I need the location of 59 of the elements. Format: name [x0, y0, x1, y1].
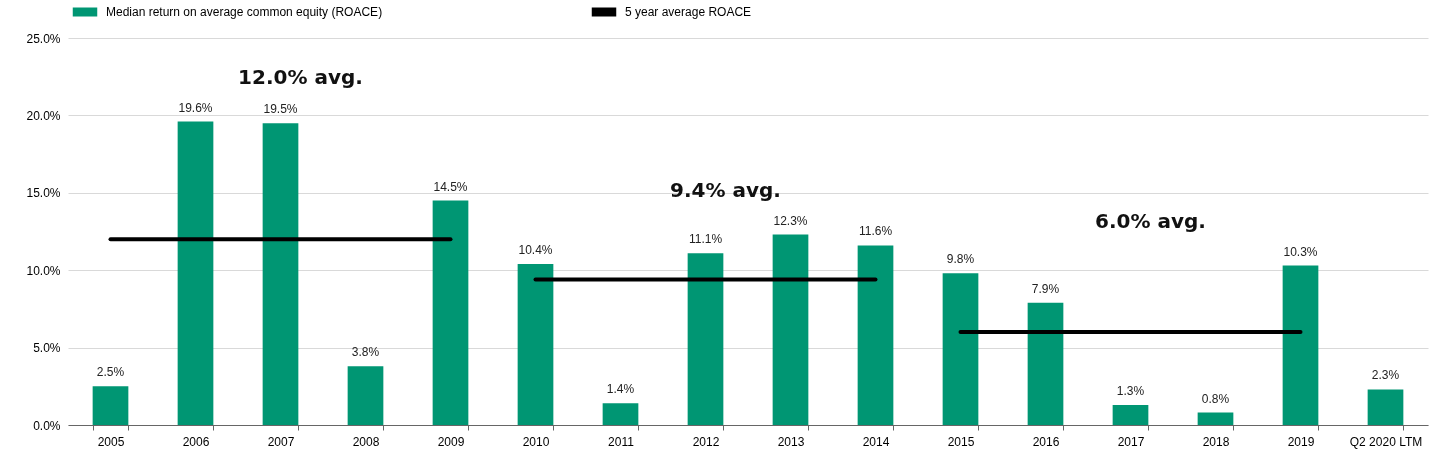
y-tick-label: 25.0% — [26, 31, 61, 46]
bar — [687, 253, 724, 425]
bar — [432, 200, 469, 425]
x-tick-label: 2010 — [522, 434, 550, 449]
bar — [177, 121, 214, 425]
y-tick-label: 20.0% — [26, 108, 61, 123]
data-label: 11.6% — [858, 224, 893, 239]
data-label: 11.1% — [688, 232, 723, 247]
annotation: 6.0% avg. — [1095, 208, 1206, 233]
bar — [1112, 404, 1149, 425]
x-tick-label: 2006 — [182, 434, 210, 449]
x-tick-label: 2018 — [1202, 434, 1230, 449]
bar — [92, 386, 129, 425]
bar — [772, 234, 809, 425]
x-tick-label: 2012 — [692, 434, 720, 449]
y-tick-label: 10.0% — [26, 263, 61, 278]
x-tick-label: 2017 — [1117, 434, 1145, 449]
data-label: 1.3% — [1116, 383, 1145, 398]
x-tick-label: 2008 — [352, 434, 380, 449]
bar — [1367, 389, 1404, 425]
data-label: 9.8% — [946, 252, 975, 267]
bar — [517, 264, 554, 425]
bar — [857, 245, 894, 425]
data-label: 3.8% — [351, 345, 380, 360]
legend-label: 5 year average ROACE — [625, 5, 752, 19]
bar — [347, 366, 384, 425]
x-tick-label: 2019 — [1287, 434, 1315, 449]
y-tick-label: 0.0% — [33, 418, 61, 433]
bar — [262, 123, 299, 425]
data-label: 10.4% — [518, 243, 553, 258]
x-tick-label: 2015 — [947, 434, 975, 449]
x-tick-label: Q2 2020 LTM — [1349, 434, 1423, 449]
x-tick-label: 2014 — [862, 434, 890, 449]
x-tick-label: 2013 — [777, 434, 805, 449]
data-label: 10.3% — [1283, 244, 1318, 259]
data-label: 0.8% — [1201, 391, 1230, 406]
data-label: 2.3% — [1371, 368, 1400, 383]
data-label: 14.5% — [433, 179, 468, 194]
legend-label: Median return on average common equity (ROACE) — [106, 5, 383, 19]
annotation: 9.4% avg. — [670, 177, 781, 202]
annotation: 12.0% avg. — [238, 64, 363, 89]
data-label: 12.3% — [773, 213, 808, 228]
x-tick-label: 2005 — [97, 434, 125, 449]
x-tick-label: 2011 — [608, 434, 635, 449]
y-tick-label: 5.0% — [33, 341, 61, 356]
bar — [942, 273, 979, 425]
data-label: 7.9% — [1031, 281, 1060, 296]
bar — [1027, 302, 1064, 425]
data-label: 1.4% — [606, 382, 635, 397]
y-tick-label: 15.0% — [26, 186, 61, 201]
bar — [602, 403, 639, 425]
bar — [1282, 265, 1319, 425]
x-tick-label: 2016 — [1032, 434, 1060, 449]
data-label: 2.5% — [96, 365, 125, 380]
data-label: 19.5% — [263, 102, 298, 117]
bar — [1197, 412, 1234, 425]
x-tick-label: 2007 — [267, 434, 295, 449]
data-label: 19.6% — [178, 100, 213, 115]
x-tick-label: 2009 — [437, 434, 465, 449]
